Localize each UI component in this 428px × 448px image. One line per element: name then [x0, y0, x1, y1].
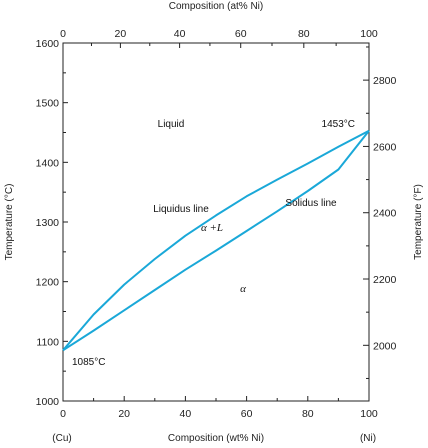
x-bottom-tick-label: 20: [118, 408, 130, 420]
ni-melting-point-label: 1453°C: [322, 119, 355, 130]
x-bottom-tick-label: 40: [180, 408, 192, 420]
x-bottom-tick-label: 80: [302, 408, 314, 420]
y-left-tick-label: 1300: [36, 217, 60, 229]
x-top-tick-label: 40: [174, 28, 186, 40]
y-left-tick-label: 1200: [36, 277, 60, 289]
y-left-tick-label: 1400: [36, 157, 60, 169]
x-bottom-tick-label: 60: [241, 408, 253, 420]
cu-melting-point-label: 1085°C: [72, 357, 105, 368]
y-right-tick-label: 2200: [373, 274, 397, 286]
solidus-line-curve: [62, 130, 370, 352]
x-axis-bottom-title: Composition (wt% Ni): [168, 433, 264, 444]
liquidus-line-label: Liquidus line: [153, 204, 209, 215]
x-bottom-tick-label: 100: [360, 408, 378, 420]
y-left-tick-label: 1500: [36, 98, 60, 110]
x-bottom-tick-label: 0: [60, 408, 66, 420]
phase-boundary-lines: [62, 129, 370, 352]
x-top-tick-label: 60: [235, 28, 247, 40]
x-top-tick-label: 80: [298, 28, 310, 40]
y-right-tick-label: 2000: [373, 340, 397, 352]
alpha-plus-liquid-region-label: α +L: [201, 222, 223, 234]
y-left-tick-label: 1000: [36, 396, 60, 408]
axis-tick-labels: 0 20 40 60 80 1000 20 40 60 80 1001000110012001300…: [36, 28, 397, 420]
y-left-tick-label: 1600: [36, 38, 60, 50]
solidus-line-label: Solidus line: [285, 198, 337, 209]
y-axis-right-title: Temperature (°F): [413, 184, 424, 260]
x-top-tick-label: 20: [115, 28, 127, 40]
y-right-tick-label: 2800: [373, 75, 397, 87]
ni-end-label: (Ni): [360, 433, 376, 444]
y-left-tick-label: 1100: [36, 336, 59, 348]
y-right-tick-label: 2600: [373, 141, 397, 153]
y-axis-left-title: Temperature (°C): [4, 184, 15, 261]
x-top-tick-label: 100: [360, 28, 378, 40]
alpha-region-label: α: [240, 283, 246, 295]
axis-ticks: [62, 42, 370, 402]
liquid-region-label: Liquid: [158, 119, 185, 130]
y-right-tick-label: 2400: [373, 208, 397, 220]
cu-end-label: (Cu): [52, 433, 71, 444]
liquidus-line-curve: [62, 129, 370, 351]
x-top-tick-label: 0: [60, 28, 66, 40]
x-axis-top-title: Composition (at% Ni): [169, 1, 263, 12]
